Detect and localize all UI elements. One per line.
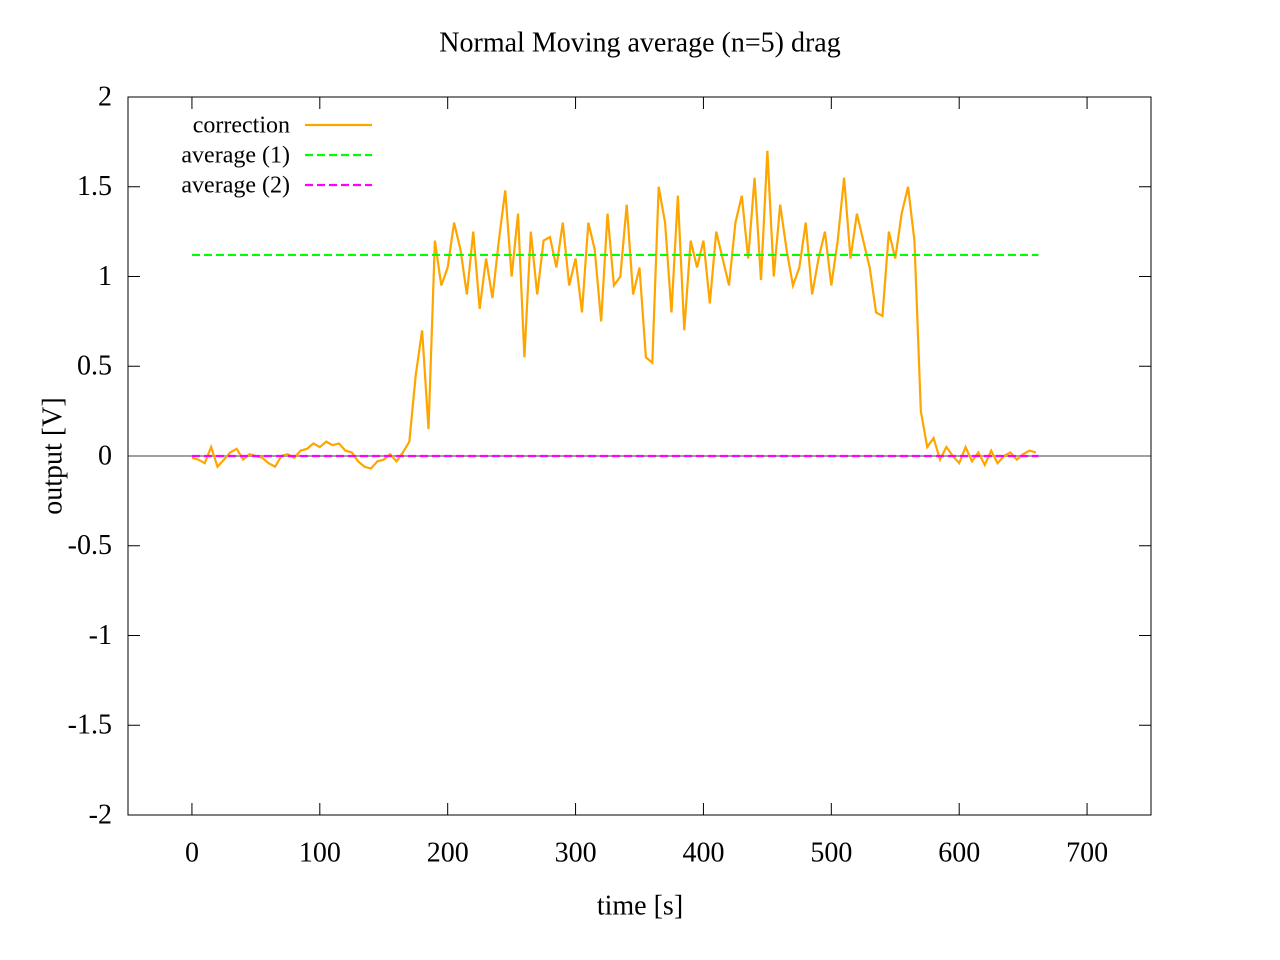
y-tick-label: -0.5 xyxy=(68,530,112,561)
y-tick-label: 1 xyxy=(98,261,112,292)
y-axis-label: output [V] xyxy=(37,397,68,514)
x-tick-label: 300 xyxy=(555,837,597,868)
x-tick-label: 400 xyxy=(682,837,724,868)
y-tick-label: -2 xyxy=(89,799,112,830)
legend-label: correction xyxy=(193,113,290,139)
x-tick-label: 500 xyxy=(810,837,852,868)
x-tick-label: 200 xyxy=(427,837,469,868)
plot-frame xyxy=(127,96,1152,816)
x-tick-label: 600 xyxy=(938,837,980,868)
chart-title: Normal Moving average (n=5) drag xyxy=(439,27,840,58)
x-tick-label: 100 xyxy=(299,837,341,868)
series-line xyxy=(191,150,1037,470)
y-tick-label: 0 xyxy=(98,440,112,471)
x-axis-label: time [s] xyxy=(597,890,683,921)
x-tick-label: 0 xyxy=(185,837,199,868)
y-tick-label: 1.5 xyxy=(77,171,112,202)
y-tick-label: -1.5 xyxy=(68,710,112,741)
y-tick-label: -1 xyxy=(89,620,112,651)
y-tick-label: 0.5 xyxy=(77,351,112,382)
legend-label: average (1) xyxy=(181,143,290,169)
legend-label: average (2) xyxy=(181,173,290,199)
x-tick-label: 700 xyxy=(1066,837,1108,868)
y-tick-label: 2 xyxy=(98,81,112,112)
